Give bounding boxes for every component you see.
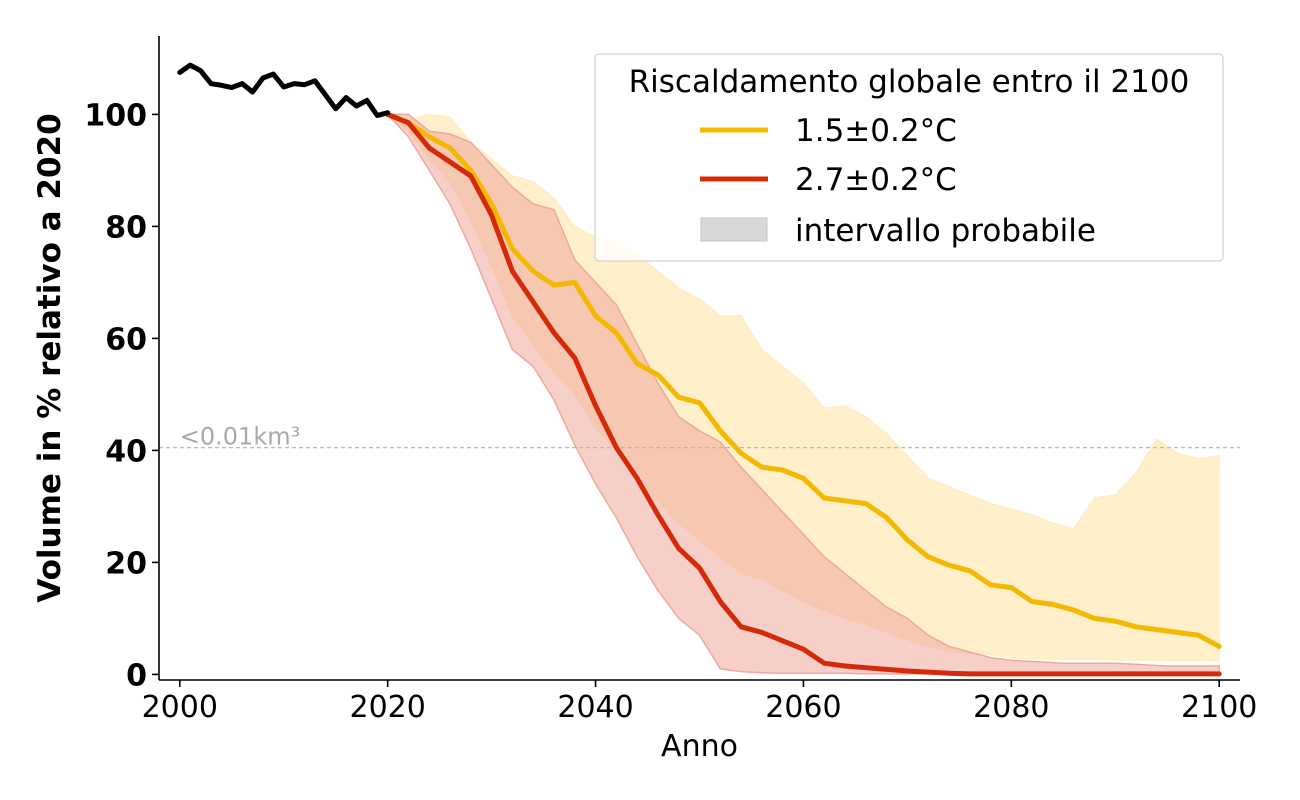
axes	[158, 36, 1240, 681]
x-tick-label: 2040	[557, 690, 633, 725]
y-tick-label: 20	[105, 546, 147, 581]
legend-entry-range: intervallo probabile	[795, 213, 1096, 249]
series-line-historical	[177, 62, 391, 119]
legend-box	[594, 53, 1224, 262]
legend-title: Riscaldamento globale entro il 2100	[629, 64, 1190, 100]
legend-entry-2-7: 2.7±0.2°C	[795, 162, 957, 198]
x-tick-label: 2100	[1181, 690, 1257, 725]
legend-entry-1-5: 1.5±0.2°C	[795, 113, 957, 149]
threshold-annotation: <0.01km³	[180, 423, 300, 451]
x-axis-label: Anno	[661, 729, 738, 764]
series-line-2-7	[385, 111, 1222, 677]
y-axis-label: Volume in % relativo a 2020	[32, 113, 68, 602]
x-tick-label: 2020	[349, 690, 425, 725]
y-tick-label: 100	[84, 98, 147, 133]
y-tick-label: 80	[105, 210, 147, 245]
x-tick-label: 2060	[765, 690, 841, 725]
x-tick-label: 2080	[973, 690, 1049, 725]
y-tick-label: 40	[105, 434, 147, 469]
y-tick-label: 0	[126, 658, 147, 693]
series-line-1-5	[385, 111, 1222, 649]
x-tick-label: 2000	[142, 690, 218, 725]
series-lines	[177, 62, 1222, 677]
legend: Riscaldamento globale entro il 2100 1.5±…	[594, 53, 1224, 262]
legend-swatch-range	[700, 217, 768, 242]
y-tick-label: 60	[105, 322, 147, 357]
